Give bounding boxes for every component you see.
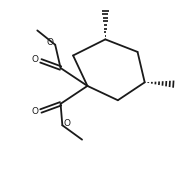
Text: O: O bbox=[31, 107, 38, 116]
Text: O: O bbox=[31, 55, 38, 64]
Text: O: O bbox=[64, 119, 71, 128]
Text: O: O bbox=[47, 38, 54, 47]
